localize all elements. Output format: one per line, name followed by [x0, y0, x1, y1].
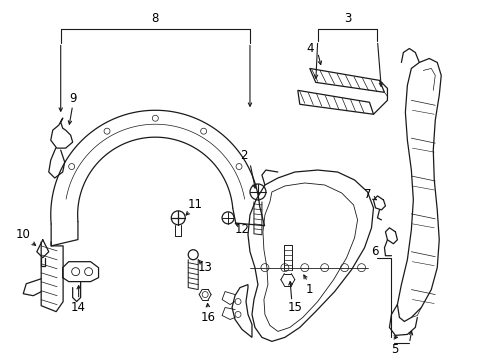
- Text: 5: 5: [391, 343, 398, 356]
- Text: 6: 6: [371, 245, 378, 258]
- Text: 2: 2: [240, 149, 248, 162]
- Text: 7: 7: [364, 188, 371, 202]
- Text: 8: 8: [152, 12, 159, 25]
- Text: 9: 9: [69, 92, 76, 105]
- Text: 11: 11: [188, 198, 203, 211]
- Text: 1: 1: [306, 283, 314, 296]
- Text: 10: 10: [15, 228, 30, 241]
- Text: 4: 4: [306, 42, 314, 55]
- Text: 12: 12: [235, 223, 249, 236]
- Text: 14: 14: [71, 301, 86, 314]
- Text: 16: 16: [200, 311, 216, 324]
- Text: 13: 13: [198, 261, 213, 274]
- Text: 15: 15: [287, 301, 302, 314]
- Text: 3: 3: [344, 12, 351, 25]
